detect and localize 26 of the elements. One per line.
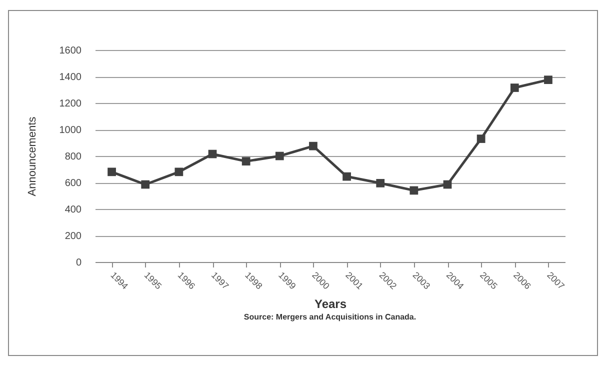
y-tick-label: 200 bbox=[64, 231, 82, 242]
point bbox=[510, 84, 519, 92]
y-tick-label: 1600 bbox=[59, 46, 82, 56]
point bbox=[174, 168, 184, 176]
point bbox=[376, 178, 385, 188]
point bbox=[443, 180, 452, 189]
source-note: Source: Mergers and Acquisitions in Canada. bbox=[244, 312, 416, 322]
point bbox=[108, 168, 116, 176]
point bbox=[544, 76, 552, 84]
y-tick-label: 0 bbox=[76, 258, 82, 268]
point bbox=[342, 172, 351, 181]
point bbox=[410, 186, 418, 195]
y-tick-label: 600 bbox=[64, 178, 82, 189]
x-axis-title: Years bbox=[314, 297, 347, 312]
point bbox=[141, 180, 150, 189]
y-tick-label: 800 bbox=[64, 152, 82, 162]
y-tick-label: 1000 bbox=[59, 125, 82, 136]
y-axis-title: Announcements bbox=[26, 116, 38, 196]
point bbox=[275, 152, 284, 160]
point bbox=[476, 134, 486, 143]
y-tick-label: 400 bbox=[64, 204, 82, 216]
y-tick-label: 1200 bbox=[59, 98, 82, 110]
point bbox=[208, 150, 217, 158]
point bbox=[309, 142, 318, 150]
point bbox=[242, 157, 250, 166]
y-tick-label: 1400 bbox=[59, 72, 82, 83]
